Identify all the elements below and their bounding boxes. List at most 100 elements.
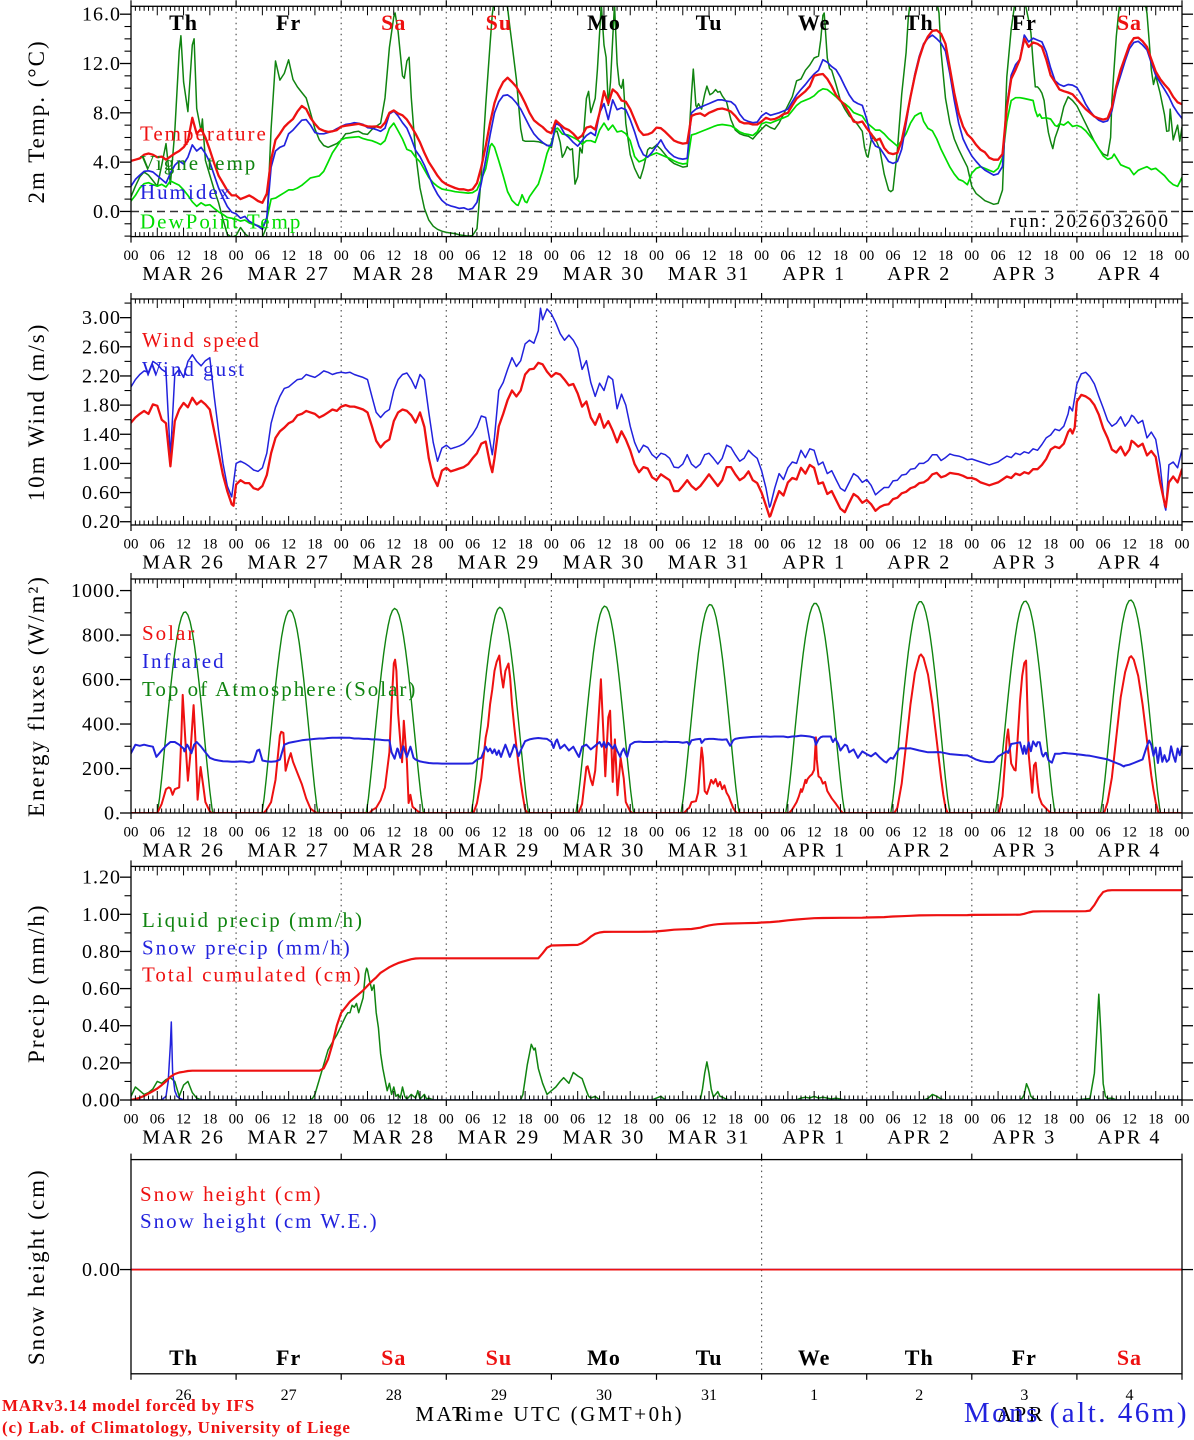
hour-label: 06 bbox=[360, 825, 376, 841]
hour-label: 12 bbox=[281, 537, 296, 553]
hour-label: 00 bbox=[229, 248, 244, 264]
hour-label: 06 bbox=[675, 825, 691, 841]
hour-label: 18 bbox=[833, 825, 848, 841]
hour-label: 12 bbox=[1122, 1112, 1137, 1128]
hour-label: 12 bbox=[702, 248, 717, 264]
hour-label: 00 bbox=[334, 537, 349, 553]
hour-label: 00 bbox=[544, 537, 559, 553]
legend-temperature-0: Temperature bbox=[140, 122, 268, 146]
weekday-top: We bbox=[798, 10, 831, 35]
date-label: MAR 31 bbox=[668, 263, 751, 285]
hour-label: 12 bbox=[807, 825, 822, 841]
hour-label: 00 bbox=[124, 537, 139, 553]
hour-label: 00 bbox=[439, 1112, 454, 1128]
day-number: 29 bbox=[491, 1387, 507, 1404]
hour-label: 00 bbox=[1175, 537, 1190, 553]
day-number: 31 bbox=[701, 1387, 717, 1404]
date-label: APR 4 bbox=[1097, 552, 1161, 574]
hour-label: 12 bbox=[1017, 1112, 1032, 1128]
hour-label: 12 bbox=[1017, 248, 1032, 264]
date-label: MAR 30 bbox=[563, 840, 646, 862]
legend-precip-1: Snow precip (mm/h) bbox=[142, 935, 352, 959]
hour-label: 12 bbox=[596, 1112, 611, 1128]
day-gridlines bbox=[235, 6, 1078, 237]
hour-label: 06 bbox=[991, 825, 1007, 841]
weekday-bottom: Sa bbox=[381, 1345, 406, 1370]
hour-label: 06 bbox=[150, 537, 166, 553]
weekday-bottom: Th bbox=[905, 1345, 934, 1370]
ytick-label: 0. bbox=[104, 803, 121, 825]
hour-label: 12 bbox=[491, 248, 506, 264]
day-gridlines bbox=[235, 579, 1078, 813]
hour-label: 12 bbox=[176, 537, 191, 553]
hour-label: 00 bbox=[649, 1112, 664, 1128]
hour-label: 00 bbox=[544, 248, 559, 264]
hour-label: 00 bbox=[229, 1112, 244, 1128]
hour-label: 06 bbox=[465, 537, 481, 553]
hour-label: 00 bbox=[1069, 248, 1084, 264]
date-label: MAR 30 bbox=[563, 263, 646, 285]
hour-label: 00 bbox=[649, 537, 664, 553]
hour-label: 18 bbox=[202, 825, 217, 841]
ytick-label: 16.0 bbox=[82, 4, 121, 26]
hour-label: 18 bbox=[202, 248, 217, 264]
series-solar bbox=[131, 653, 1182, 813]
hour-label: 00 bbox=[964, 248, 979, 264]
date-label: APR 1 bbox=[782, 552, 846, 574]
hour-label: 12 bbox=[1122, 825, 1137, 841]
weekday-bottom: Fr bbox=[1012, 1345, 1037, 1370]
ytick-label: 3.00 bbox=[82, 307, 121, 329]
date-label: MAR 26 bbox=[142, 840, 225, 862]
panel-energy: 0. 200. 400. 600. 800. 1000. Energy fluxes (W/… bbox=[24, 573, 1193, 862]
weekday-bottom: Mo bbox=[587, 1345, 621, 1370]
hour-label: 06 bbox=[885, 248, 901, 264]
legend-temperature-1: Vigne temp bbox=[140, 151, 257, 175]
legend-precip-2: Total cumulated (cm) bbox=[142, 963, 362, 987]
day-gridlines bbox=[235, 299, 1078, 525]
date-label: MAR 26 bbox=[142, 263, 225, 285]
day-gridlines bbox=[235, 866, 1078, 1100]
legend-wind-0: Wind speed bbox=[142, 328, 261, 352]
hour-label: 18 bbox=[938, 537, 953, 553]
hour-label: 06 bbox=[675, 537, 691, 553]
hour-label: 18 bbox=[623, 1112, 638, 1128]
hour-label: 18 bbox=[1148, 825, 1163, 841]
hour-label: 18 bbox=[1148, 248, 1163, 264]
hour-label: 18 bbox=[833, 537, 848, 553]
hour-label: 18 bbox=[413, 825, 428, 841]
hour-label: 06 bbox=[150, 248, 166, 264]
hour-label: 12 bbox=[1017, 537, 1032, 553]
panel-precip: 0.00 0.20 0.40 0.60 0.80 1.00 1.20 Precip (mm/h… bbox=[24, 860, 1193, 1149]
hour-label: 18 bbox=[518, 825, 533, 841]
weekday-bottom: We bbox=[798, 1345, 831, 1370]
date-label: MAR 29 bbox=[458, 263, 541, 285]
date-label: APR 3 bbox=[992, 840, 1056, 862]
series-wind-gust bbox=[131, 307, 1182, 511]
hour-label: 18 bbox=[1148, 537, 1163, 553]
hour-label: 06 bbox=[255, 248, 271, 264]
y-axis-title-wind: 10m Wind (m/s) bbox=[24, 323, 49, 502]
date-label: MAR 26 bbox=[142, 1127, 225, 1149]
hour-label: 12 bbox=[1017, 825, 1032, 841]
weekday-bottom: Th bbox=[169, 1345, 198, 1370]
ytick-label: 600. bbox=[82, 669, 121, 691]
hour-label: 06 bbox=[675, 248, 691, 264]
hour-label: 06 bbox=[675, 1112, 691, 1128]
hour-label: 18 bbox=[307, 537, 322, 553]
date-label: APR 2 bbox=[887, 263, 951, 285]
ytick-label: 0.00 bbox=[82, 1090, 121, 1112]
hour-label: 18 bbox=[623, 537, 638, 553]
hour-label: 06 bbox=[570, 1112, 586, 1128]
date-label: APR 1 bbox=[782, 1127, 846, 1149]
y-axis-title-snow: Snow height (cm) bbox=[24, 1168, 49, 1365]
hour-label: 18 bbox=[518, 537, 533, 553]
weekday-top: Sa bbox=[1117, 10, 1142, 35]
ytick-label: 1.00 bbox=[82, 453, 121, 475]
legend-energy-1: Infrared bbox=[142, 649, 226, 673]
y-axis-title-precip: Precip (mm/h) bbox=[24, 903, 49, 1062]
date-label: MAR 26 bbox=[142, 552, 225, 574]
weekday-bottom: Su bbox=[486, 1345, 512, 1370]
hour-label: 00 bbox=[964, 825, 979, 841]
panel-temperature: 0.04.08.012.016.02m Temp. (°C)00 06 12 18MA… bbox=[24, 0, 1193, 285]
hour-label: 12 bbox=[807, 537, 822, 553]
